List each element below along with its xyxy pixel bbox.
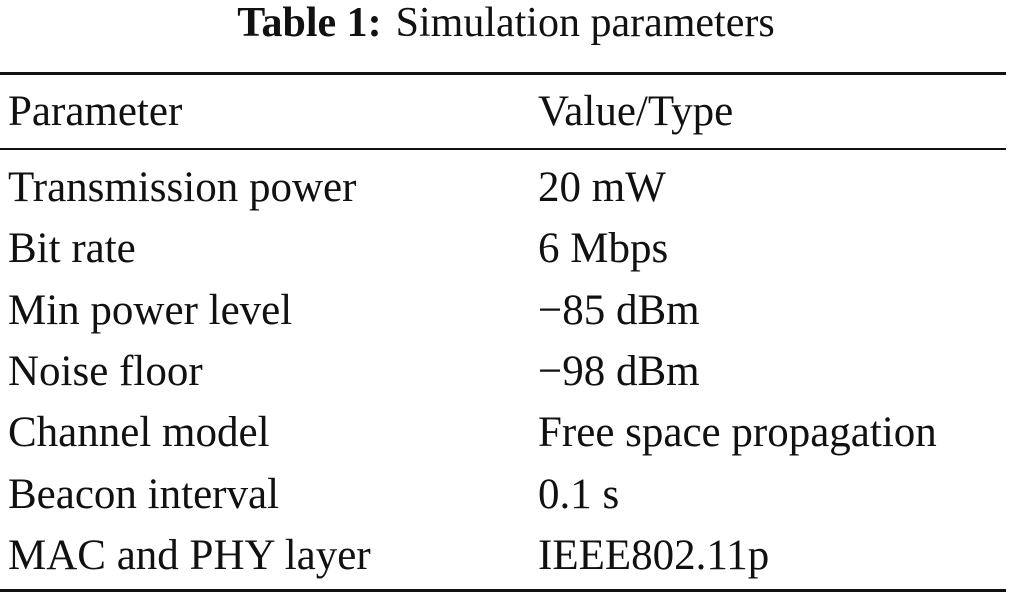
table-cell: MAC and PHY layer (8, 531, 371, 579)
caption-text: Simulation parameters (395, 0, 775, 46)
table-cell: Transmission power (8, 164, 357, 211)
table-cell: Beacon interval (8, 470, 280, 518)
top-rule (0, 72, 1006, 75)
table-caption: Table 1: Simulation parameters (0, 0, 1012, 46)
table-cell: Free space propagation (538, 409, 937, 457)
table-cell: IEEE802.11p (538, 531, 770, 579)
table-cell: −98 dBm (538, 347, 700, 395)
table-cell: Noise floor (8, 347, 203, 395)
table-cell: 20 mW (538, 164, 666, 211)
mid-rule (0, 148, 1006, 150)
table-cell: Channel model (8, 409, 270, 457)
table-cell: −85 dBm (538, 286, 700, 334)
bottom-rule (0, 589, 1006, 592)
header-cell: Value/Type (538, 88, 734, 135)
caption-label: Table 1: (237, 0, 382, 46)
table-cell: Bit rate (8, 225, 136, 273)
header-cell: Parameter (8, 88, 183, 135)
table-cell: Min power level (8, 286, 293, 334)
table-cell: 0.1 s (538, 470, 620, 518)
table-cell: 6 Mbps (538, 225, 669, 273)
